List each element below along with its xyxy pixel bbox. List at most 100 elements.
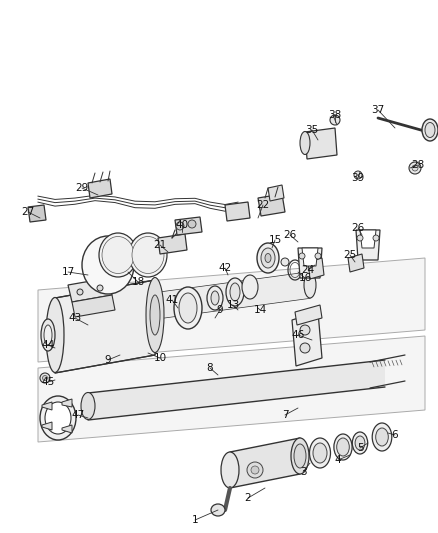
- Text: 38: 38: [328, 110, 342, 120]
- Ellipse shape: [313, 443, 327, 463]
- Text: 5: 5: [357, 443, 363, 453]
- Polygon shape: [356, 230, 380, 260]
- Circle shape: [357, 235, 363, 241]
- Text: 15: 15: [268, 235, 282, 245]
- Text: 9: 9: [217, 305, 223, 315]
- Text: 9: 9: [105, 355, 111, 365]
- Text: 7: 7: [282, 410, 288, 420]
- Ellipse shape: [425, 123, 435, 138]
- Polygon shape: [302, 248, 318, 266]
- Text: 26: 26: [283, 230, 297, 240]
- Circle shape: [247, 462, 263, 478]
- Ellipse shape: [294, 444, 306, 468]
- Text: 39: 39: [351, 173, 364, 183]
- Text: 42: 42: [219, 263, 232, 273]
- Polygon shape: [158, 234, 187, 254]
- Ellipse shape: [146, 278, 164, 352]
- Ellipse shape: [376, 428, 389, 446]
- Text: 1: 1: [192, 515, 198, 525]
- Polygon shape: [28, 205, 46, 222]
- Text: 37: 37: [371, 105, 385, 115]
- Circle shape: [373, 235, 379, 241]
- Polygon shape: [38, 258, 425, 362]
- Text: 17: 17: [61, 267, 74, 277]
- Ellipse shape: [242, 275, 258, 299]
- Polygon shape: [88, 360, 385, 420]
- Ellipse shape: [334, 434, 352, 460]
- Circle shape: [409, 162, 421, 174]
- Ellipse shape: [150, 295, 160, 335]
- Polygon shape: [72, 295, 115, 317]
- Text: 35: 35: [305, 125, 318, 135]
- Text: 26: 26: [351, 223, 364, 233]
- Ellipse shape: [82, 302, 94, 328]
- Circle shape: [299, 253, 305, 259]
- Circle shape: [300, 325, 310, 335]
- Ellipse shape: [304, 272, 316, 298]
- Ellipse shape: [81, 392, 95, 419]
- Polygon shape: [258, 194, 285, 216]
- Ellipse shape: [129, 233, 167, 277]
- Polygon shape: [308, 258, 324, 279]
- Circle shape: [42, 376, 47, 381]
- Ellipse shape: [179, 293, 197, 323]
- Polygon shape: [38, 336, 425, 442]
- Polygon shape: [225, 202, 250, 221]
- Polygon shape: [268, 185, 284, 201]
- Ellipse shape: [291, 438, 309, 474]
- Ellipse shape: [82, 236, 134, 294]
- Circle shape: [315, 253, 321, 259]
- Circle shape: [300, 343, 310, 353]
- Text: 46: 46: [291, 330, 304, 340]
- Text: 24: 24: [301, 265, 314, 275]
- Polygon shape: [62, 425, 72, 433]
- Ellipse shape: [372, 423, 392, 451]
- Circle shape: [40, 373, 50, 383]
- Circle shape: [77, 289, 83, 295]
- Ellipse shape: [221, 452, 239, 488]
- Polygon shape: [55, 280, 155, 373]
- Text: 22: 22: [256, 200, 270, 210]
- Text: 6: 6: [392, 430, 398, 440]
- Text: 41: 41: [166, 295, 179, 305]
- Ellipse shape: [226, 278, 244, 306]
- Text: 29: 29: [75, 183, 88, 193]
- Ellipse shape: [132, 237, 164, 273]
- Text: 16: 16: [298, 273, 311, 283]
- Ellipse shape: [41, 319, 55, 351]
- Text: 10: 10: [153, 353, 166, 363]
- Polygon shape: [88, 179, 112, 198]
- Polygon shape: [175, 217, 202, 235]
- Text: 44: 44: [41, 340, 55, 350]
- Circle shape: [330, 115, 340, 125]
- Ellipse shape: [337, 438, 349, 456]
- Ellipse shape: [174, 287, 202, 329]
- Polygon shape: [62, 399, 72, 407]
- Circle shape: [97, 285, 103, 291]
- Polygon shape: [292, 312, 322, 366]
- Ellipse shape: [230, 283, 240, 301]
- Ellipse shape: [211, 291, 219, 305]
- Text: 18: 18: [131, 277, 145, 287]
- Text: 14: 14: [253, 305, 267, 315]
- Text: 3: 3: [300, 467, 306, 477]
- Text: 45: 45: [41, 377, 55, 387]
- Ellipse shape: [422, 119, 438, 141]
- Text: 43: 43: [68, 313, 81, 323]
- Ellipse shape: [211, 504, 225, 516]
- Circle shape: [251, 466, 259, 474]
- Polygon shape: [42, 422, 52, 430]
- Circle shape: [188, 220, 196, 228]
- Text: 27: 27: [21, 207, 35, 217]
- Ellipse shape: [355, 436, 365, 450]
- Polygon shape: [230, 438, 300, 488]
- Circle shape: [354, 171, 362, 179]
- Ellipse shape: [310, 438, 331, 468]
- Ellipse shape: [207, 286, 223, 310]
- Text: 2: 2: [245, 493, 251, 503]
- Ellipse shape: [44, 325, 52, 345]
- Polygon shape: [298, 248, 322, 278]
- Ellipse shape: [352, 432, 367, 454]
- Polygon shape: [42, 402, 52, 410]
- Text: 47: 47: [71, 410, 85, 420]
